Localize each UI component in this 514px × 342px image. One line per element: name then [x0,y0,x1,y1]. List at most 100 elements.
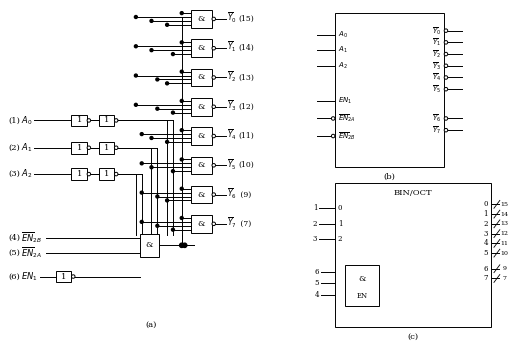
Text: 1: 1 [484,210,488,218]
Text: (15): (15) [238,15,254,23]
Circle shape [180,216,183,220]
Text: $A_0$: $A_0$ [21,114,32,127]
Text: $A_1$: $A_1$ [338,45,347,55]
Circle shape [115,146,118,149]
Text: $\overline{Y}_2$: $\overline{Y}_2$ [227,69,236,84]
Circle shape [140,191,143,194]
Text: $\overline{EN}_{2B}$: $\overline{EN}_{2B}$ [338,130,356,142]
Text: 15: 15 [501,202,509,207]
Circle shape [444,117,448,120]
Text: $\overline{Y}_6$: $\overline{Y}_6$ [432,113,442,124]
Text: 6: 6 [315,268,319,276]
Text: 1: 1 [104,144,109,152]
Bar [99,142,115,154]
Circle shape [180,187,183,190]
Text: $\overline{Y}_1$: $\overline{Y}_1$ [227,40,236,54]
Text: (6): (6) [8,273,20,280]
Bar [71,142,87,154]
Bar [191,39,212,57]
Text: (4): (4) [8,234,20,241]
Circle shape [135,74,137,77]
Text: 2: 2 [338,235,342,244]
Circle shape [156,195,159,198]
Circle shape [444,29,448,32]
Text: BIN/OCT: BIN/OCT [394,189,432,197]
Bar [191,157,212,174]
Text: 1: 1 [77,116,82,124]
Circle shape [212,105,215,108]
Text: $\overline{Y}_7$: $\overline{Y}_7$ [227,216,236,230]
Text: (7): (7) [238,220,251,228]
Circle shape [212,47,215,50]
Text: $\overline{Y}_7$: $\overline{Y}_7$ [432,124,442,136]
Text: $\overline{Y}_5$: $\overline{Y}_5$ [227,157,236,172]
Text: $\overline{Y}_3$: $\overline{Y}_3$ [227,98,236,113]
Circle shape [212,134,215,138]
Circle shape [150,19,153,22]
Text: 7: 7 [501,276,507,281]
Text: $A_2$: $A_2$ [21,168,32,180]
Circle shape [444,41,448,44]
Text: &: & [197,190,205,199]
Text: $\overline{Y}_2$: $\overline{Y}_2$ [432,48,442,60]
Text: 13: 13 [501,221,509,226]
Bar [71,115,87,126]
Text: 0: 0 [338,204,342,212]
Text: EN: EN [356,292,368,300]
Text: 12: 12 [501,231,509,236]
Circle shape [172,53,174,55]
Circle shape [444,76,448,79]
Circle shape [140,221,143,223]
Circle shape [87,146,90,149]
Text: $\overline{Y}_0$: $\overline{Y}_0$ [227,11,236,25]
Circle shape [71,275,75,278]
Text: (5): (5) [8,249,20,257]
Text: 3: 3 [313,235,317,244]
Bar [335,183,491,327]
Text: (3): (3) [8,170,20,178]
Text: $\overline{Y}_4$: $\overline{Y}_4$ [432,71,442,83]
Text: 2: 2 [313,220,317,228]
Circle shape [166,199,169,202]
Text: (c): (c) [408,333,418,341]
Text: (b): (b) [383,173,395,181]
Text: 0: 0 [484,200,488,208]
Bar [191,10,212,28]
Circle shape [212,17,215,21]
Text: $EN_1$: $EN_1$ [21,270,38,283]
Circle shape [179,243,184,248]
Circle shape [180,12,183,15]
Text: 4: 4 [484,239,488,247]
Text: $\overline{Y}_4$: $\overline{Y}_4$ [227,128,236,142]
Text: 4: 4 [315,291,319,299]
Text: $\overline{Y}_5$: $\overline{Y}_5$ [432,83,442,95]
Text: &: & [197,15,205,23]
Circle shape [140,133,143,135]
Text: (13): (13) [238,74,254,81]
Text: (9): (9) [238,190,251,199]
Bar [191,69,212,86]
Bar [191,127,212,145]
Text: $\overline{Y}_0$: $\overline{Y}_0$ [432,25,442,37]
Text: 1: 1 [77,144,82,152]
Text: (14): (14) [238,44,254,52]
Bar [56,271,71,282]
Circle shape [180,41,183,44]
Text: 3: 3 [484,229,488,238]
Text: (10): (10) [238,161,254,169]
Circle shape [135,103,137,106]
Bar [99,168,115,180]
Circle shape [172,111,174,114]
Circle shape [156,78,159,81]
Circle shape [172,170,174,173]
Circle shape [180,100,183,102]
Text: &: & [197,44,205,52]
Circle shape [156,107,159,110]
Text: $\overline{EN}_{2A}$: $\overline{EN}_{2A}$ [21,246,42,260]
Text: (12): (12) [238,103,254,111]
Text: &: & [358,275,365,283]
Text: $\overline{Y}_3$: $\overline{Y}_3$ [432,60,442,72]
Text: $\overline{EN}_{2B}$: $\overline{EN}_{2B}$ [21,230,42,245]
Text: (11): (11) [238,132,254,140]
Circle shape [166,141,169,143]
